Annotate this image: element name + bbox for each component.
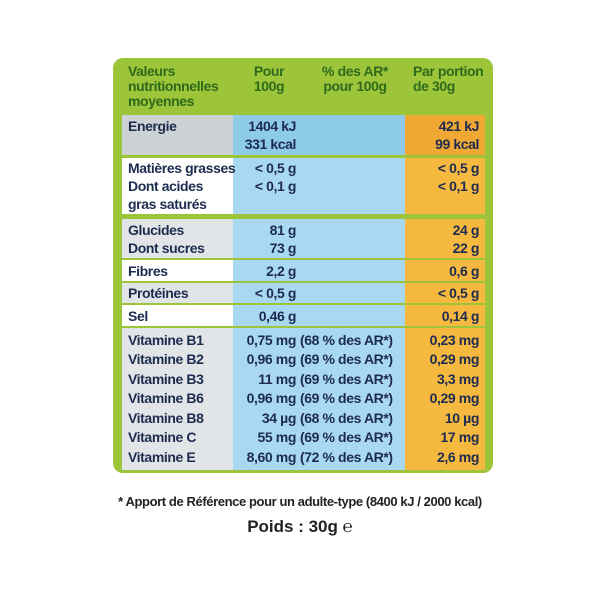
per-100g-cell	[233, 260, 405, 281]
nutrient-name: Vitamine E	[128, 448, 196, 465]
nutrient-name: Protéines	[128, 285, 189, 301]
value-per-portion: < 0,5 g	[437, 285, 480, 301]
portion-cell	[405, 283, 485, 303]
value-per-100g: 0,96 mg	[246, 390, 297, 407]
value-per-portion: 0,29 mg	[429, 351, 480, 368]
reference-intake: (68 % des AR*)	[300, 331, 393, 348]
value-per-portion: 22 g	[452, 239, 480, 256]
nutrient-name: Energie	[128, 118, 177, 134]
per-100g-cell	[233, 328, 405, 470]
per-100g-cell	[233, 115, 405, 155]
nutrient-name: Vitamine B8	[128, 409, 204, 426]
per-100g-cell	[233, 219, 405, 258]
value-per-100g: 2,2 g	[266, 262, 296, 279]
reference-intake: (72 % des AR*)	[300, 448, 393, 465]
net-weight: Poids : 30g ℮	[247, 517, 353, 536]
header-text: pour 100g	[323, 78, 387, 94]
label-cell	[122, 283, 233, 303]
nutrient-name: Matières grasses	[128, 160, 236, 176]
value-per-portion: < 0,5 g	[437, 160, 480, 176]
reference-intake: (68 % des AR*)	[300, 409, 393, 426]
value-per-portion: 24 g	[452, 221, 480, 238]
header-text: Valeurs	[128, 63, 176, 79]
nutrient-name: Vitamine C	[128, 429, 197, 446]
reference-intake: (69 % des AR*)	[300, 370, 393, 387]
portion-cell	[405, 219, 485, 258]
header-text: nutritionnelles	[128, 78, 219, 94]
nutrient-name: gras saturés	[128, 196, 207, 212]
value-per-portion: 0,23 mg	[429, 331, 480, 348]
header-text: de 30g	[413, 78, 455, 94]
portion-cell	[405, 158, 485, 214]
header-text: Pour	[253, 63, 285, 79]
label-cell	[122, 158, 233, 214]
value-per-portion: 0,29 mg	[429, 390, 480, 407]
value-per-100g: 73 g	[269, 239, 297, 256]
value-per-100g: 11 mg	[258, 370, 296, 387]
value-per-portion: 10 µg	[444, 409, 479, 426]
portion-cell	[405, 328, 485, 470]
nutrient-name: Dont sucres	[128, 239, 205, 256]
label-cell	[122, 328, 233, 470]
value-per-100g: 0,96 mg	[246, 351, 297, 368]
per-100g-cell	[233, 158, 405, 214]
nutrient-name: Dont acides	[128, 178, 203, 194]
label-cell	[122, 305, 233, 326]
nutrient-name: Vitamine B2	[128, 351, 204, 368]
portion-cell	[405, 305, 485, 326]
value-per-portion: 99 kcal	[435, 136, 479, 152]
value-per-portion: 17 mg	[440, 429, 480, 446]
header-text: 100g	[253, 78, 285, 94]
nutrient-name: Vitamine B6	[128, 390, 204, 407]
value-per-portion: 3,3 mg	[437, 370, 479, 387]
portion-cell	[405, 115, 485, 155]
reference-intake: (69 % des AR*)	[300, 390, 393, 407]
value-per-portion: 2,6 mg	[437, 448, 479, 465]
value-per-100g: 8,60 mg	[246, 448, 297, 465]
header-text: moyennes	[128, 93, 195, 109]
value-per-portion: < 0,1 g	[437, 178, 480, 194]
per-100g-cell	[233, 305, 405, 326]
value-per-100g: < 0,1 g	[254, 178, 297, 194]
value-per-100g: 331 kcal	[244, 136, 297, 152]
value-per-portion: 0,6 g	[449, 262, 479, 279]
per-100g-cell	[233, 283, 405, 303]
nutrient-name: Fibres	[128, 262, 168, 279]
reference-intake: (69 % des AR*)	[300, 429, 393, 446]
value-per-100g: 0,75 mg	[246, 331, 297, 348]
header-text: Par portion	[413, 63, 484, 79]
value-per-100g: < 0,5 g	[254, 160, 297, 176]
label-cell	[122, 260, 233, 281]
footnote: * Apport de Référence pour un adulte-typ…	[118, 494, 482, 509]
value-per-100g: 1404 kJ	[248, 118, 296, 134]
value-per-100g: 81 g	[269, 221, 297, 238]
value-per-100g: 55 mg	[257, 429, 297, 446]
value-per-portion: 0,14 g	[441, 307, 480, 324]
header-text: % des AR*	[322, 63, 388, 79]
nutrient-name: Vitamine B3	[128, 370, 204, 387]
nutrient-name: Sel	[128, 307, 148, 324]
value-per-100g: 0,46 g	[258, 307, 297, 324]
reference-intake: (69 % des AR*)	[300, 351, 393, 368]
value-per-100g: 34 µg	[261, 409, 296, 426]
label-cell	[122, 219, 233, 258]
portion-cell	[405, 260, 485, 281]
nutrient-name: Glucides	[128, 221, 184, 238]
nutrient-name: Vitamine B1	[128, 331, 204, 348]
value-per-portion: 421 kJ	[438, 118, 480, 134]
label-cell	[122, 115, 233, 155]
value-per-100g: < 0,5 g	[254, 285, 297, 301]
